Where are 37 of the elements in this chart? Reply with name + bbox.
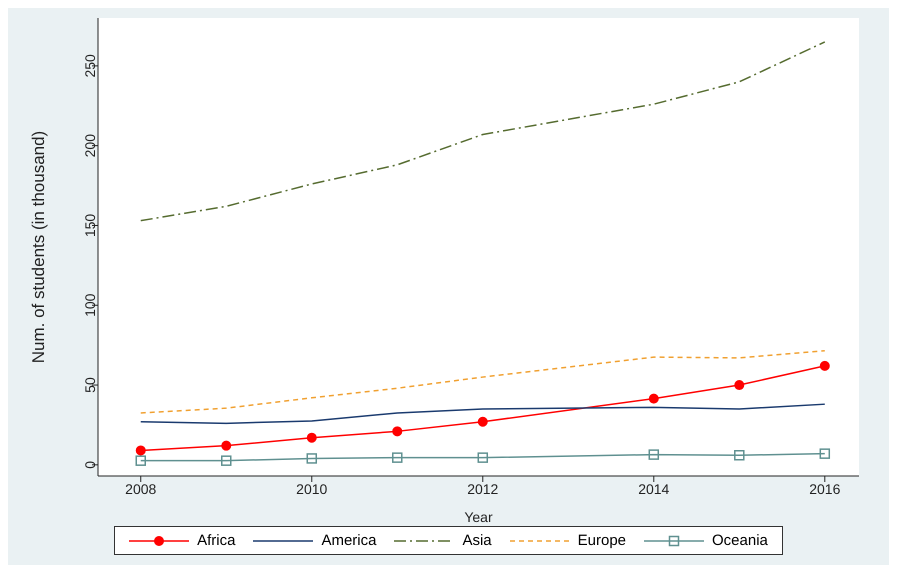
point (478, 452, 488, 463)
x-tick-label: 2010 (296, 480, 328, 497)
x-tick-label: 2008 (125, 480, 157, 497)
y-tick-label: 50 (82, 377, 98, 393)
x-axis-title: Year (464, 509, 493, 525)
y-tick-label: 150 (82, 214, 98, 238)
line-series (140, 41, 826, 222)
point (306, 432, 317, 443)
line-series (140, 403, 826, 424)
legend-label: Oceania (712, 532, 768, 549)
point (648, 394, 659, 404)
legend-label: America (321, 532, 376, 549)
x-tick-label: 2014 (638, 480, 670, 497)
x-tick-label: 2012 (467, 480, 499, 497)
y-tick-label: 200 (82, 134, 98, 158)
point (136, 445, 146, 456)
point (820, 448, 830, 459)
point (820, 360, 830, 371)
y-axis-title: Num. of students (in thousand) (29, 130, 48, 364)
point (392, 426, 402, 436)
line-series (140, 350, 826, 414)
x-tick-label: 2016 (809, 480, 841, 497)
point (478, 416, 488, 427)
legend-label: Africa (197, 532, 236, 549)
legend-label: Asia (462, 532, 492, 549)
y-tick-label: 100 (82, 293, 98, 317)
point (392, 452, 403, 463)
point (221, 440, 232, 451)
y-tick-label: 0 (82, 460, 98, 469)
point (221, 455, 232, 466)
point (306, 453, 318, 464)
point (734, 450, 745, 461)
y-tick-label: 250 (82, 54, 98, 78)
point (136, 455, 146, 466)
point (734, 380, 744, 390)
point (648, 449, 660, 460)
legend-label: Europe (578, 532, 626, 549)
